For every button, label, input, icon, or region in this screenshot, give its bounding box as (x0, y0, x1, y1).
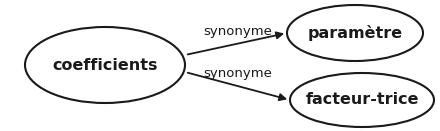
Text: synonyme: synonyme (204, 25, 272, 38)
Ellipse shape (25, 27, 185, 103)
Text: paramètre: paramètre (308, 25, 403, 41)
Text: coefficients: coefficients (52, 58, 158, 72)
Ellipse shape (287, 5, 423, 61)
Text: synonyme: synonyme (204, 67, 272, 80)
Text: facteur-trice: facteur-trice (305, 92, 419, 108)
Ellipse shape (290, 73, 434, 127)
